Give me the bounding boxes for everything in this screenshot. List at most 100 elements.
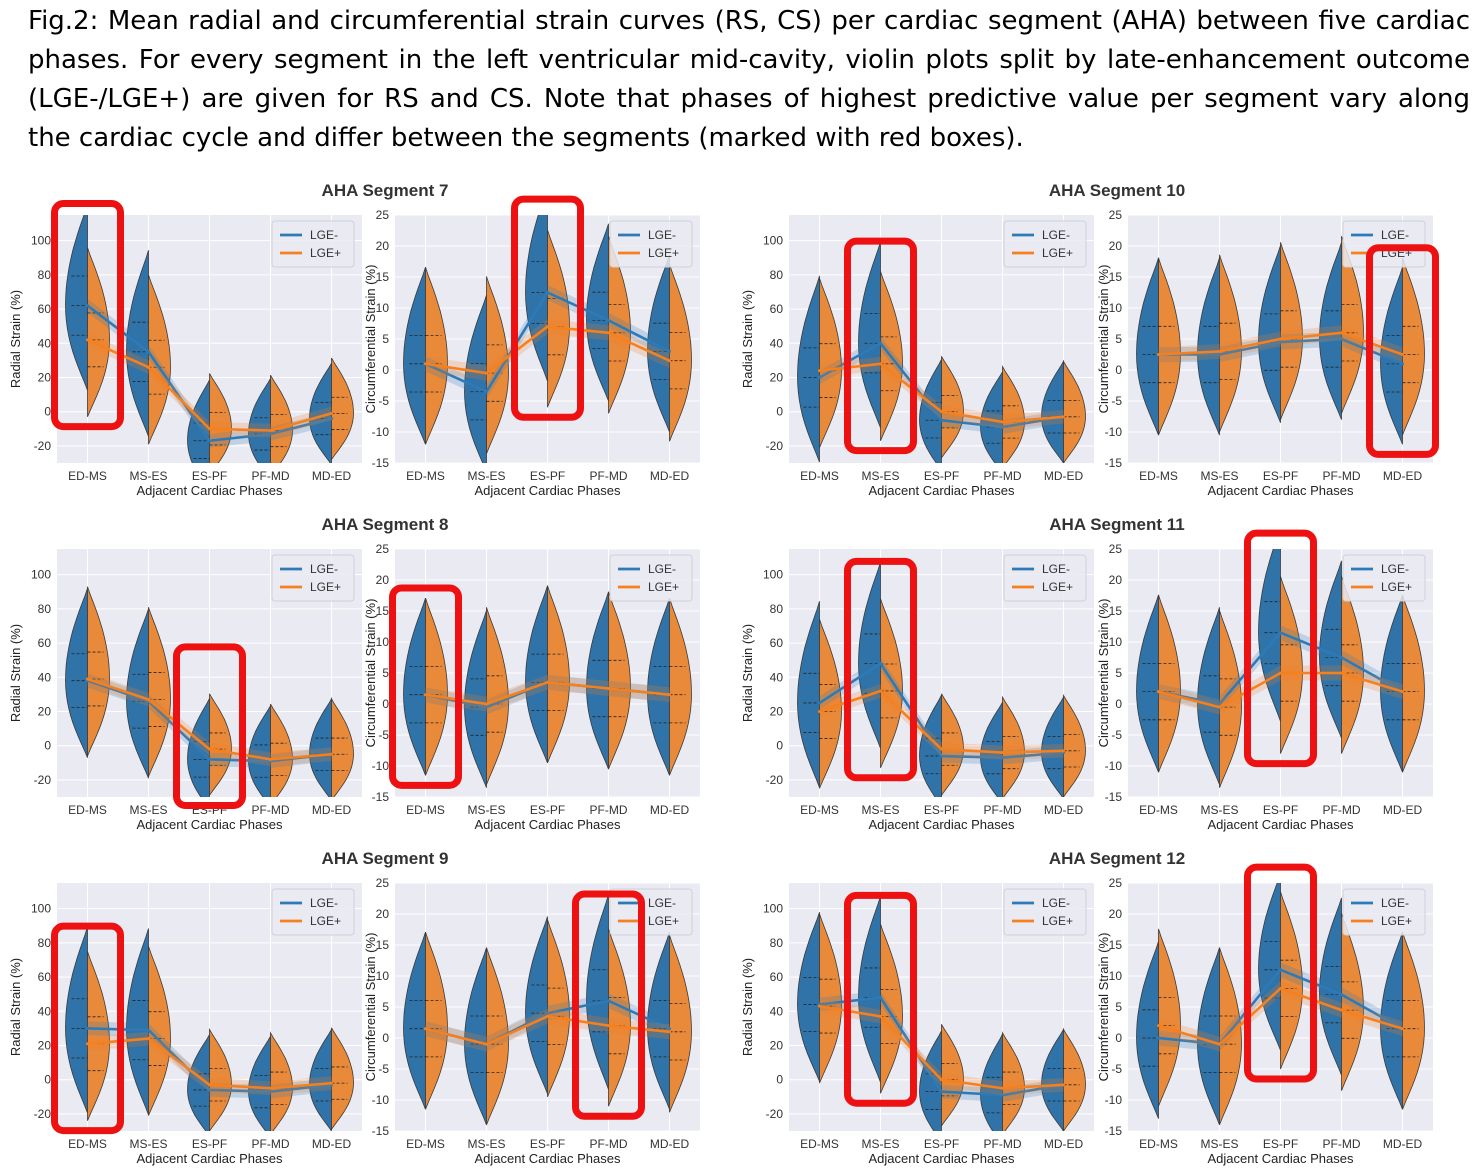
x-tick-label: MD-ED — [1044, 469, 1084, 483]
mean-point-lge-neg — [208, 757, 211, 761]
mean-point-lge-pos — [1279, 337, 1282, 341]
violin-lge-neg — [980, 371, 1003, 463]
x-axis-label: Adjacent Cardiac Phases — [869, 817, 1015, 832]
x-tick-label: ED-MS — [406, 469, 445, 483]
y-tick-label: 20 — [376, 573, 390, 587]
violin-lge-neg — [248, 705, 271, 797]
mean-point-lge-pos — [269, 1086, 272, 1090]
violin-lge-pos — [209, 693, 232, 797]
highlight-box — [389, 584, 462, 789]
mean-point-lge-pos — [818, 709, 821, 713]
violin-lge-neg — [1319, 897, 1342, 1076]
y-tick-label: 10 — [376, 969, 390, 983]
violin-lge-neg — [1197, 607, 1220, 785]
mean-point-lge-pos — [330, 1081, 333, 1085]
legend-label: LGE+ — [310, 246, 341, 260]
mean-point-lge-neg — [1279, 340, 1282, 344]
x-tick-label: MS-ES — [129, 1137, 167, 1151]
ci-band-lge-pos — [1158, 665, 1403, 715]
y-tick-label: 25 — [376, 876, 390, 890]
violin-lge-neg — [1041, 1027, 1064, 1131]
plot-content — [1136, 549, 1425, 788]
highlight-box — [844, 891, 917, 1107]
y-tick-label: 0 — [382, 363, 389, 377]
ci-band-lge-pos — [87, 333, 332, 438]
y-tick-label: 20 — [376, 239, 390, 253]
x-tick-label: PF-MD — [590, 1137, 628, 1151]
y-axis-label: Radial Strain (%) — [740, 624, 755, 722]
violin-lge-neg — [248, 376, 271, 463]
y-tick-label: 40 — [38, 336, 52, 350]
ci-band-lge-neg — [819, 336, 1064, 434]
y-tick-label: 20 — [38, 370, 52, 384]
violin-lge-pos — [270, 1031, 293, 1131]
legend-label: LGE- — [1042, 896, 1070, 910]
mean-point-lge-pos — [818, 1004, 821, 1008]
y-tick-label: -20 — [766, 1107, 784, 1121]
x-tick-label: MD-ED — [1383, 803, 1423, 817]
y-tick-label: 0 — [1115, 697, 1122, 711]
legend-label: LGE- — [1042, 228, 1070, 242]
violin-lge-pos — [1002, 695, 1025, 797]
y-tick-label: -20 — [34, 1107, 52, 1121]
legend-label: LGE- — [648, 562, 676, 576]
mean-point-lge-pos — [424, 362, 427, 366]
x-tick-label: PF-MD — [1323, 803, 1361, 817]
violin-lge-neg — [797, 911, 820, 1082]
y-tick-label: 60 — [38, 970, 52, 984]
y-tick-label: 80 — [38, 268, 52, 282]
y-tick-label: 100 — [763, 902, 783, 916]
highlight-box — [1244, 529, 1317, 768]
plot-content — [797, 241, 1086, 463]
figure-caption: Fig.2: Mean radial and circumferential s… — [28, 6, 1470, 153]
x-tick-label: ES-PF — [924, 803, 959, 817]
legend-box — [271, 554, 355, 602]
violin-lge-pos — [1158, 928, 1181, 1107]
chart-panel-2: -15 -10 -5 0 5 10 15 20 25 ED-MS MS-ES ES-PF PF-MD MD… — [363, 195, 700, 498]
legend-label: LGE+ — [310, 914, 341, 928]
violin-lge-pos — [547, 919, 570, 1098]
mean-point-lge-pos — [330, 752, 333, 756]
legend-label: LGE+ — [648, 580, 679, 594]
mean-point-lge-pos — [940, 747, 943, 751]
x-tick-label: MS-ES — [129, 469, 167, 483]
violin-lge-pos — [941, 1024, 964, 1128]
y-axis-label: Radial Strain (%) — [740, 290, 755, 388]
mean-point-lge-neg — [269, 1090, 272, 1094]
x-tick-label: PF-MD — [984, 469, 1022, 483]
violin-lge-pos — [1219, 947, 1242, 1125]
highlight-box — [173, 643, 246, 809]
violin-lge-pos — [87, 247, 110, 417]
highlight-box — [1244, 863, 1317, 1083]
mean-point-lge-pos — [1157, 1024, 1160, 1028]
legend-label: LGE- — [1381, 562, 1409, 576]
violin-lge-neg — [1380, 931, 1403, 1110]
ci-band-lge-pos — [819, 999, 1064, 1096]
y-tick-label: 15 — [376, 938, 390, 952]
violin-lge-neg — [797, 601, 820, 788]
violin-lge-neg — [1319, 560, 1342, 739]
x-axis-label: Adjacent Cardiac Phases — [475, 817, 621, 832]
mean-point-lge-neg — [546, 1011, 549, 1015]
ci-band-lge-neg — [1158, 331, 1403, 372]
legend-label: LGE+ — [1042, 246, 1073, 260]
y-tick-label: 80 — [38, 602, 52, 616]
y-axis-label: Circumferential Strain (%) — [363, 265, 378, 414]
x-tick-label: ES-PF — [1263, 469, 1298, 483]
violin-lge-neg — [525, 215, 548, 382]
mean-point-lge-neg — [879, 662, 882, 666]
mean-point-lge-neg — [1218, 353, 1221, 356]
legend-label: LGE+ — [648, 246, 679, 260]
violin-lge-pos — [1002, 364, 1025, 463]
violin-lge-neg — [403, 931, 426, 1110]
x-tick-label: ES-PF — [924, 1137, 959, 1151]
violin-lge-neg — [126, 608, 149, 779]
y-tick-label: 0 — [776, 1073, 783, 1087]
x-tick-label: MS-ES — [861, 1137, 899, 1151]
violin-lge-pos — [1402, 257, 1425, 436]
x-tick-label: ED-MS — [68, 803, 107, 817]
